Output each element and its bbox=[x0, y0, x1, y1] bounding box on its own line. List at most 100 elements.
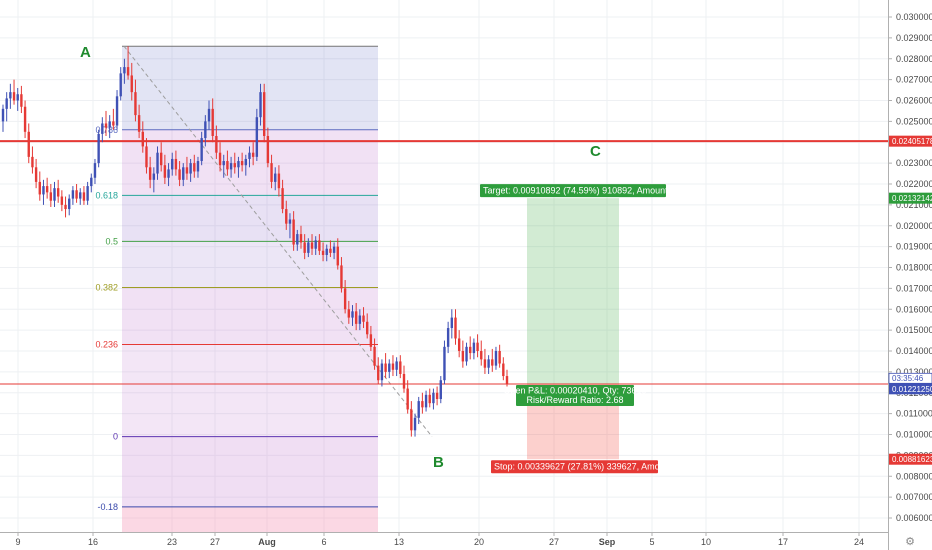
candle[interactable] bbox=[435, 386, 439, 406]
candle[interactable] bbox=[204, 115, 207, 147]
candle[interactable] bbox=[126, 46, 130, 80]
candle[interactable] bbox=[130, 62, 133, 101]
candle[interactable] bbox=[399, 355, 402, 379]
candle[interactable] bbox=[23, 100, 27, 139]
candle[interactable] bbox=[244, 154, 248, 176]
candle[interactable] bbox=[189, 158, 192, 182]
candle[interactable] bbox=[288, 213, 292, 239]
candle[interactable] bbox=[270, 154, 273, 189]
candle[interactable] bbox=[502, 357, 505, 381]
candle[interactable] bbox=[31, 146, 34, 174]
candle[interactable] bbox=[182, 163, 185, 187]
candle[interactable] bbox=[428, 388, 431, 408]
fibonacci-retracement[interactable]: 0.786 0.618 0.5 0.382 0.236 0 -0.18 bbox=[95, 45, 433, 532]
candle[interactable] bbox=[329, 240, 332, 258]
candle[interactable] bbox=[207, 100, 211, 130]
candle[interactable] bbox=[12, 79, 16, 105]
candle[interactable] bbox=[362, 307, 365, 329]
candle[interactable] bbox=[200, 131, 203, 166]
candle[interactable] bbox=[97, 129, 100, 168]
candle[interactable] bbox=[461, 340, 465, 368]
candle[interactable] bbox=[163, 154, 167, 184]
candle[interactable] bbox=[483, 348, 487, 374]
candle[interactable] bbox=[134, 79, 137, 122]
candle[interactable] bbox=[457, 330, 461, 358]
candle[interactable] bbox=[123, 58, 126, 84]
candle[interactable] bbox=[174, 150, 178, 176]
candle[interactable] bbox=[388, 359, 391, 379]
candle[interactable] bbox=[185, 156, 189, 180]
gear-icon[interactable]: ⚙ bbox=[905, 536, 915, 548]
candle[interactable] bbox=[395, 357, 398, 377]
candle[interactable] bbox=[64, 196, 67, 218]
price-tag[interactable] bbox=[889, 383, 932, 395]
candle[interactable] bbox=[71, 186, 75, 205]
candle[interactable] bbox=[446, 321, 450, 354]
candle[interactable] bbox=[450, 309, 454, 339]
candle[interactable] bbox=[406, 380, 409, 414]
candle[interactable] bbox=[347, 300, 351, 324]
candle[interactable] bbox=[42, 179, 45, 205]
candle[interactable] bbox=[60, 190, 64, 212]
candle[interactable] bbox=[266, 127, 270, 168]
candle[interactable] bbox=[255, 108, 259, 162]
candle[interactable] bbox=[443, 340, 446, 385]
candle[interactable] bbox=[417, 396, 420, 425]
candle[interactable] bbox=[366, 313, 369, 339]
candle[interactable] bbox=[373, 338, 376, 370]
candle[interactable] bbox=[211, 98, 214, 143]
candle[interactable] bbox=[141, 121, 144, 153]
candle[interactable] bbox=[377, 357, 380, 385]
candle[interactable] bbox=[112, 108, 115, 130]
candle[interactable] bbox=[285, 200, 288, 230]
candle[interactable] bbox=[248, 146, 251, 168]
candle[interactable] bbox=[262, 83, 266, 143]
candle[interactable] bbox=[310, 234, 314, 255]
candle[interactable] bbox=[410, 401, 413, 437]
candle[interactable] bbox=[34, 158, 38, 189]
candle[interactable] bbox=[9, 83, 12, 109]
candle[interactable] bbox=[472, 338, 476, 360]
candle[interactable] bbox=[49, 184, 53, 207]
candle[interactable] bbox=[38, 171, 41, 201]
candle[interactable] bbox=[321, 242, 325, 262]
candle[interactable] bbox=[251, 142, 255, 166]
candle[interactable] bbox=[469, 336, 472, 360]
candle[interactable] bbox=[222, 154, 225, 178]
candle[interactable] bbox=[233, 152, 236, 174]
candle[interactable] bbox=[171, 152, 174, 176]
candle[interactable] bbox=[454, 309, 457, 345]
candle[interactable] bbox=[432, 388, 435, 410]
candle[interactable] bbox=[402, 365, 406, 393]
candle[interactable] bbox=[93, 158, 97, 184]
candle[interactable] bbox=[380, 359, 384, 387]
candle[interactable] bbox=[5, 92, 8, 122]
candle[interactable] bbox=[68, 194, 71, 216]
candle[interactable] bbox=[299, 225, 303, 249]
candle[interactable] bbox=[465, 342, 468, 366]
candle[interactable] bbox=[226, 150, 229, 176]
candle[interactable] bbox=[336, 238, 339, 270]
candle[interactable] bbox=[303, 234, 306, 260]
candle[interactable] bbox=[281, 179, 284, 214]
candle[interactable] bbox=[358, 309, 362, 331]
candle[interactable] bbox=[391, 355, 395, 377]
candle[interactable] bbox=[20, 85, 23, 114]
candle[interactable] bbox=[215, 125, 218, 159]
candle[interactable] bbox=[421, 392, 424, 414]
candle[interactable] bbox=[413, 413, 417, 437]
candle[interactable] bbox=[314, 236, 317, 255]
candle[interactable] bbox=[56, 179, 60, 203]
price-tag[interactable] bbox=[889, 135, 932, 147]
candle[interactable] bbox=[487, 355, 490, 374]
candle[interactable] bbox=[307, 238, 310, 258]
candle[interactable] bbox=[325, 244, 328, 262]
candle[interactable] bbox=[491, 348, 494, 372]
price-tag[interactable] bbox=[889, 453, 932, 465]
candle[interactable] bbox=[119, 67, 122, 101]
candle[interactable] bbox=[152, 167, 156, 193]
candle[interactable] bbox=[424, 390, 428, 412]
candle[interactable] bbox=[354, 302, 358, 331]
candle[interactable] bbox=[196, 156, 200, 178]
candle[interactable] bbox=[277, 165, 281, 197]
